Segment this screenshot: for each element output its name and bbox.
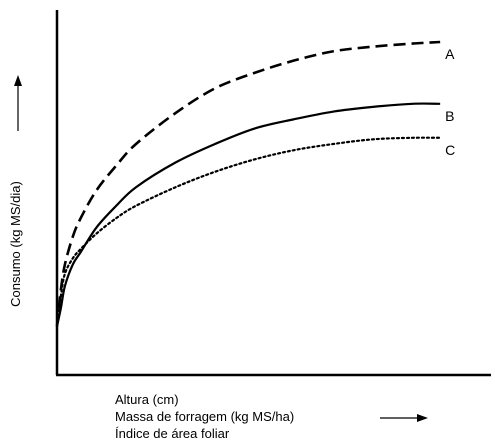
x-axis-arrow-icon xyxy=(380,414,428,422)
series-label-a: A xyxy=(445,46,455,62)
x-axis-label-height: Altura (cm) xyxy=(115,392,179,407)
plot-area: A B C xyxy=(55,10,491,377)
y-axis-label: Consumo (kg MS/dia) xyxy=(8,181,23,307)
series-line-b xyxy=(55,102,441,327)
x-axis-label-leaf-area-index: Índice de área foliar xyxy=(115,426,230,441)
y-axis-arrow-icon xyxy=(14,75,22,131)
series-label-c: C xyxy=(445,142,455,158)
series-label-b: B xyxy=(445,108,454,124)
series-line-c xyxy=(55,136,442,328)
series-line-a xyxy=(55,40,441,327)
x-axis-label-forage-mass: Massa de forragem (kg MS/ha) xyxy=(115,409,294,424)
